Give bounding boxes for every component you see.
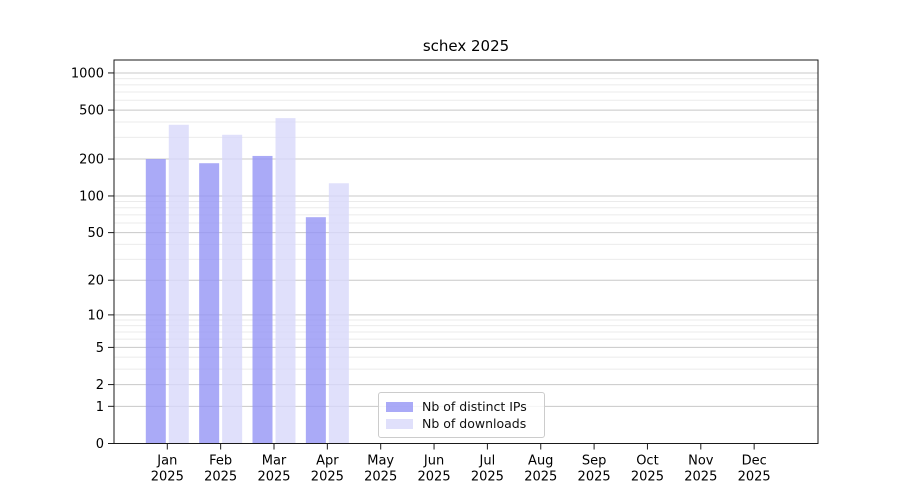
x-tick-label-month: Jan (156, 454, 177, 469)
legend-label-downloads: Nb of downloads (422, 416, 527, 431)
x-tick-label-month: Apr (316, 454, 339, 469)
x-tick-label-year: 2025 (631, 470, 664, 485)
x-tick-label-year: 2025 (257, 470, 290, 485)
bar-downloads (328, 183, 349, 444)
tick-layer: 01251020501002005001000Jan2025Feb2025Mar… (71, 66, 771, 484)
grid-layer (114, 72, 818, 444)
legend: Nb of distinct IPs Nb of downloads (378, 392, 545, 438)
x-tick-label-year: 2025 (204, 470, 237, 485)
y-tick-label: 500 (79, 104, 104, 119)
legend-swatch-distinct-ips (386, 401, 413, 412)
y-tick-label: 20 (87, 274, 104, 289)
x-tick-label-month: Jun (423, 454, 444, 469)
x-tick-label-month: Oct (636, 454, 658, 469)
x-tick-label-month: May (367, 454, 394, 469)
x-tick-label-month: Mar (262, 454, 287, 469)
y-tick-label: 1000 (71, 66, 104, 81)
legend-label-distinct-ips: Nb of distinct IPs (422, 399, 527, 414)
y-tick-label: 5 (96, 341, 104, 356)
x-tick-label-year: 2025 (684, 470, 717, 485)
bar-downloads (222, 134, 243, 444)
x-tick-label-year: 2025 (524, 470, 557, 485)
bar-downloads (275, 118, 296, 444)
bar-downloads (168, 124, 189, 444)
x-tick-label-month: Jul (479, 454, 496, 469)
bar-distinct-ips (199, 163, 220, 444)
y-tick-label: 200 (79, 153, 104, 168)
x-tick-label-month: Sep (582, 454, 607, 469)
x-tick-label-month: Aug (528, 454, 553, 469)
x-tick-label-month: Nov (688, 454, 714, 469)
x-tick-label-year: 2025 (471, 470, 504, 485)
bar-distinct-ips (305, 217, 326, 444)
y-tick-label: 1 (96, 400, 104, 415)
axis-frame (113, 59, 819, 444)
x-tick-label-year: 2025 (738, 470, 771, 485)
bar-layer (145, 118, 349, 444)
x-tick-label-year: 2025 (311, 470, 344, 485)
y-tick-label: 50 (87, 226, 104, 241)
legend-item-distinct-ips: Nb of distinct IPs (386, 399, 544, 414)
x-tick-label-month: Dec (742, 454, 767, 469)
x-tick-label-year: 2025 (578, 470, 611, 485)
y-tick-label: 10 (87, 308, 104, 323)
bar-distinct-ips (252, 155, 273, 444)
x-tick-label-month: Feb (209, 454, 232, 469)
x-tick-label-year: 2025 (418, 470, 451, 485)
x-tick-label-year: 2025 (364, 470, 397, 485)
y-tick-label: 2 (96, 378, 104, 393)
legend-swatch-downloads (386, 418, 413, 429)
chart-title: schex 2025 (423, 37, 509, 55)
bar-distinct-ips (145, 159, 166, 444)
legend-item-downloads: Nb of downloads (386, 416, 544, 431)
x-tick-label-year: 2025 (151, 470, 184, 485)
y-tick-label: 0 (96, 437, 104, 452)
y-tick-label: 100 (79, 189, 104, 204)
